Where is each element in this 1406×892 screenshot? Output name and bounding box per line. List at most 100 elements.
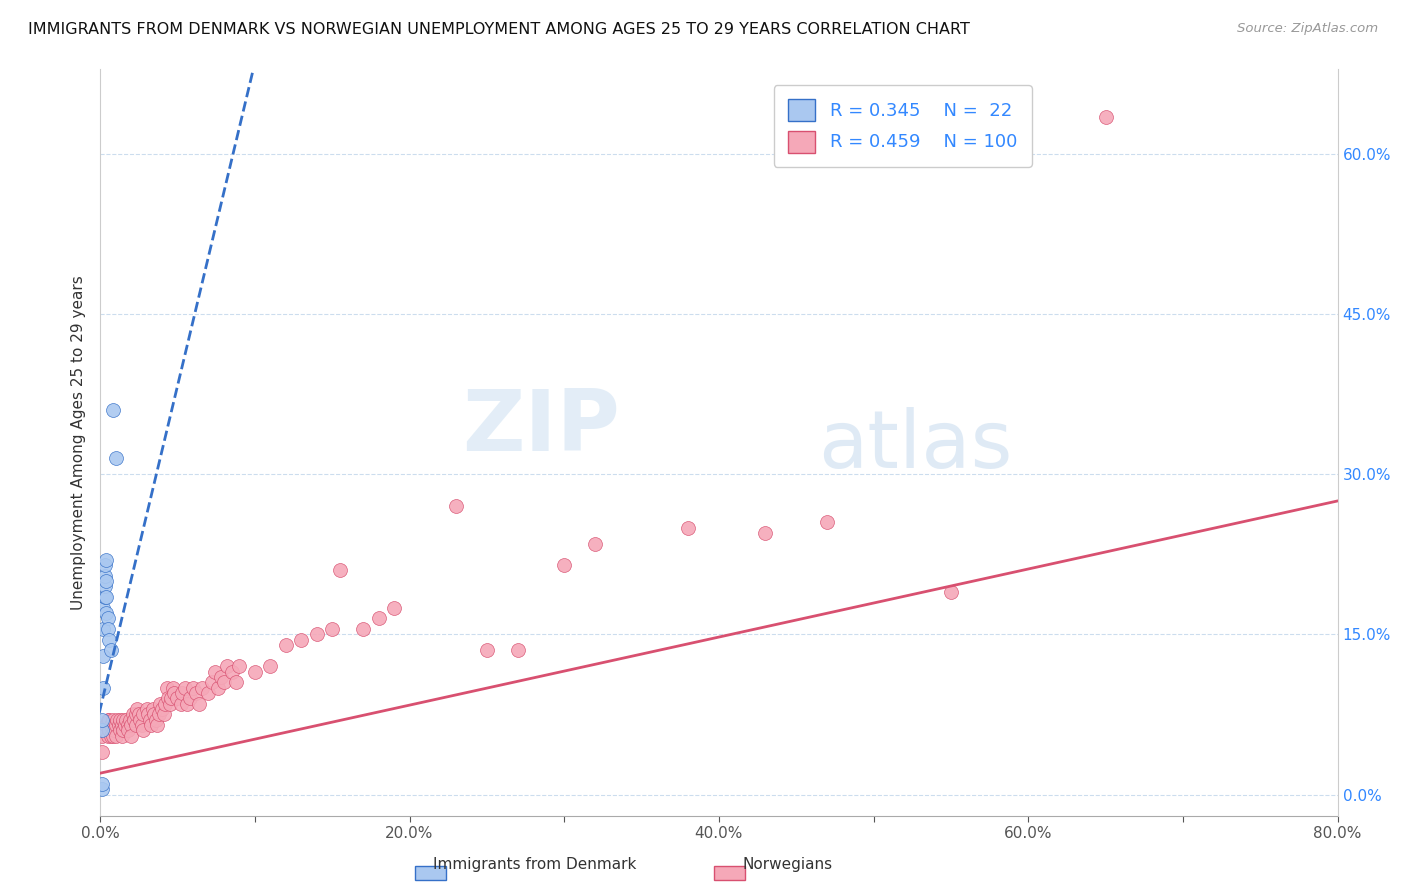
Point bbox=[145, 713, 167, 727]
Point bbox=[100, 729, 122, 743]
Point bbox=[96, 574, 118, 588]
Point bbox=[97, 611, 120, 625]
Point bbox=[305, 627, 328, 641]
Point bbox=[112, 713, 135, 727]
Point bbox=[107, 718, 129, 732]
Point bbox=[274, 638, 297, 652]
Point bbox=[100, 643, 122, 657]
Point bbox=[104, 451, 127, 466]
Point bbox=[112, 723, 135, 738]
Point bbox=[329, 563, 352, 577]
Point bbox=[96, 590, 118, 604]
Point bbox=[104, 729, 127, 743]
Point bbox=[101, 713, 124, 727]
Point bbox=[91, 648, 114, 663]
Point bbox=[90, 729, 112, 743]
Point bbox=[553, 558, 575, 572]
Point bbox=[159, 697, 181, 711]
Point bbox=[111, 729, 134, 743]
Point bbox=[204, 665, 226, 679]
Point bbox=[184, 686, 207, 700]
Text: Norwegians: Norwegians bbox=[742, 857, 832, 872]
Point bbox=[181, 681, 204, 695]
Point bbox=[179, 691, 201, 706]
Text: atlas: atlas bbox=[818, 407, 1012, 485]
Point bbox=[97, 713, 120, 727]
Point bbox=[475, 643, 498, 657]
Text: IMMIGRANTS FROM DENMARK VS NORWEGIAN UNEMPLOYMENT AMONG AGES 25 TO 29 YEARS CORR: IMMIGRANTS FROM DENMARK VS NORWEGIAN UNE… bbox=[28, 22, 970, 37]
Point bbox=[94, 590, 117, 604]
Point bbox=[110, 713, 132, 727]
Point bbox=[120, 729, 142, 743]
Point bbox=[94, 558, 117, 572]
Point bbox=[90, 777, 112, 791]
Point bbox=[815, 516, 838, 530]
Point bbox=[105, 713, 128, 727]
Point bbox=[169, 697, 191, 711]
Point bbox=[103, 718, 125, 732]
Point bbox=[143, 707, 166, 722]
Point bbox=[117, 723, 139, 738]
Point bbox=[90, 745, 112, 759]
Point bbox=[221, 665, 243, 679]
Point bbox=[127, 702, 149, 716]
Point bbox=[136, 707, 159, 722]
Point bbox=[197, 686, 219, 700]
Point bbox=[103, 723, 125, 738]
Point bbox=[321, 622, 343, 636]
Point bbox=[290, 632, 312, 647]
Point bbox=[128, 707, 150, 722]
Point bbox=[160, 691, 183, 706]
Y-axis label: Unemployment Among Ages 25 to 29 years: Unemployment Among Ages 25 to 29 years bbox=[72, 275, 86, 609]
Point bbox=[94, 568, 117, 582]
Point bbox=[215, 659, 238, 673]
Point bbox=[98, 713, 121, 727]
Point bbox=[125, 707, 148, 722]
Point bbox=[200, 675, 222, 690]
Point bbox=[352, 622, 374, 636]
Point bbox=[142, 702, 165, 716]
Point bbox=[157, 691, 180, 706]
Point bbox=[156, 681, 179, 695]
Point bbox=[90, 713, 112, 727]
Point bbox=[110, 723, 132, 738]
Point bbox=[96, 552, 118, 566]
Point bbox=[97, 729, 120, 743]
Point bbox=[754, 525, 776, 540]
Point bbox=[135, 702, 157, 716]
Point bbox=[162, 681, 184, 695]
Point bbox=[212, 675, 235, 690]
Point bbox=[176, 697, 198, 711]
Point bbox=[120, 718, 142, 732]
Point bbox=[141, 718, 163, 732]
Point bbox=[150, 702, 173, 716]
Point bbox=[153, 697, 176, 711]
Point bbox=[96, 718, 118, 732]
Point bbox=[104, 718, 127, 732]
Point bbox=[676, 521, 699, 535]
Point bbox=[188, 697, 211, 711]
Point bbox=[115, 713, 138, 727]
Point bbox=[98, 723, 121, 738]
Point bbox=[97, 622, 120, 636]
Point bbox=[114, 718, 136, 732]
Point bbox=[111, 718, 134, 732]
Legend: R = 0.345    N =  22, R = 0.459    N = 100: R = 0.345 N = 22, R = 0.459 N = 100 bbox=[773, 85, 1032, 167]
Point bbox=[225, 675, 247, 690]
Point bbox=[132, 707, 155, 722]
Point bbox=[382, 600, 405, 615]
Point bbox=[174, 681, 197, 695]
Point bbox=[149, 697, 172, 711]
Point bbox=[101, 729, 124, 743]
Point bbox=[166, 691, 188, 706]
Point bbox=[129, 713, 152, 727]
Point bbox=[100, 718, 122, 732]
Point bbox=[94, 723, 117, 738]
Point bbox=[172, 686, 194, 700]
Point bbox=[209, 670, 232, 684]
Point bbox=[131, 718, 153, 732]
Point bbox=[90, 782, 112, 797]
Point bbox=[122, 713, 145, 727]
Point bbox=[506, 643, 529, 657]
Point bbox=[146, 718, 169, 732]
